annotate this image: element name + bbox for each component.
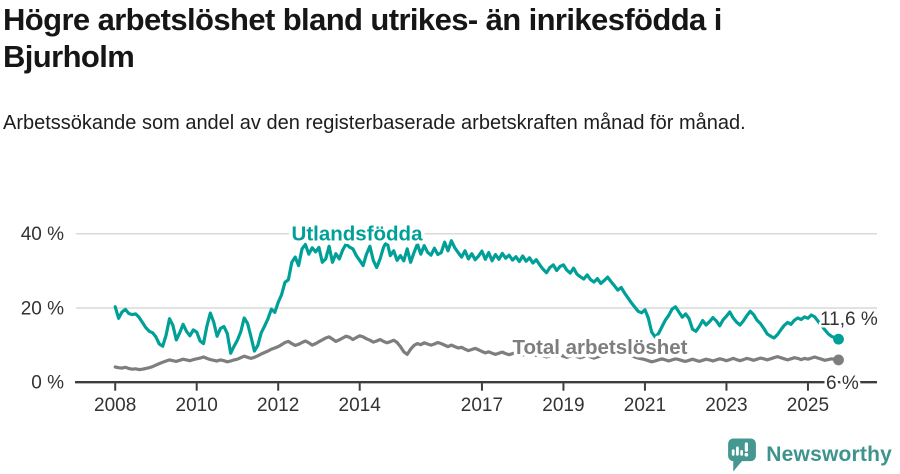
series-label-utlandsfodda: Utlandsfödda — [292, 223, 424, 246]
series-line-1 — [113, 334, 841, 372]
series-line-0 — [113, 239, 841, 355]
line-chart: 0 % 20 % 40 % 2008 2010 2012 2014 2017 2019 2021 2… — [21, 219, 881, 416]
series-end-dot-0 — [833, 333, 844, 345]
logo-exclamation-bar — [745, 442, 749, 452]
series-label-total: Total arbetslöshet — [512, 336, 687, 359]
x-tick-label: 2025 — [787, 395, 829, 416]
x-tick-label: 2008 — [94, 395, 136, 416]
newsworthy-logo: Newsworthy — [727, 437, 892, 473]
x-tick-label: 2023 — [705, 395, 747, 416]
end-value-label-utlandsfodda: 11,6 % — [820, 309, 878, 330]
end-value-label-total: 6 % — [826, 373, 859, 394]
y-tick-label: 20 % — [21, 298, 64, 319]
x-tick-label: 2014 — [339, 395, 382, 416]
newsworthy-wordmark: Newsworthy — [766, 443, 892, 466]
logo-bar-3 — [740, 449, 744, 456]
chart-subtitle: Arbetssökande som andel av den registerb… — [3, 112, 746, 134]
chart-title: Högre arbetslöshet bland utrikes- än inr… — [3, 2, 722, 74]
x-tick-label: 2010 — [176, 395, 218, 416]
x-tick-label: 2017 — [461, 395, 503, 416]
series-end-dot-1 — [833, 354, 844, 366]
logo-bar-1 — [732, 449, 735, 456]
logo-exclamation-dot — [744, 452, 749, 457]
newsworthy-icon — [728, 438, 757, 472]
logo-bar-2 — [736, 446, 740, 456]
y-tick-label: 40 % — [21, 224, 64, 245]
x-tick-label: 2021 — [624, 395, 666, 416]
y-tick-label: 0 % — [31, 373, 64, 394]
x-tick-label: 2019 — [542, 395, 584, 416]
x-tick-label: 2012 — [257, 395, 299, 416]
